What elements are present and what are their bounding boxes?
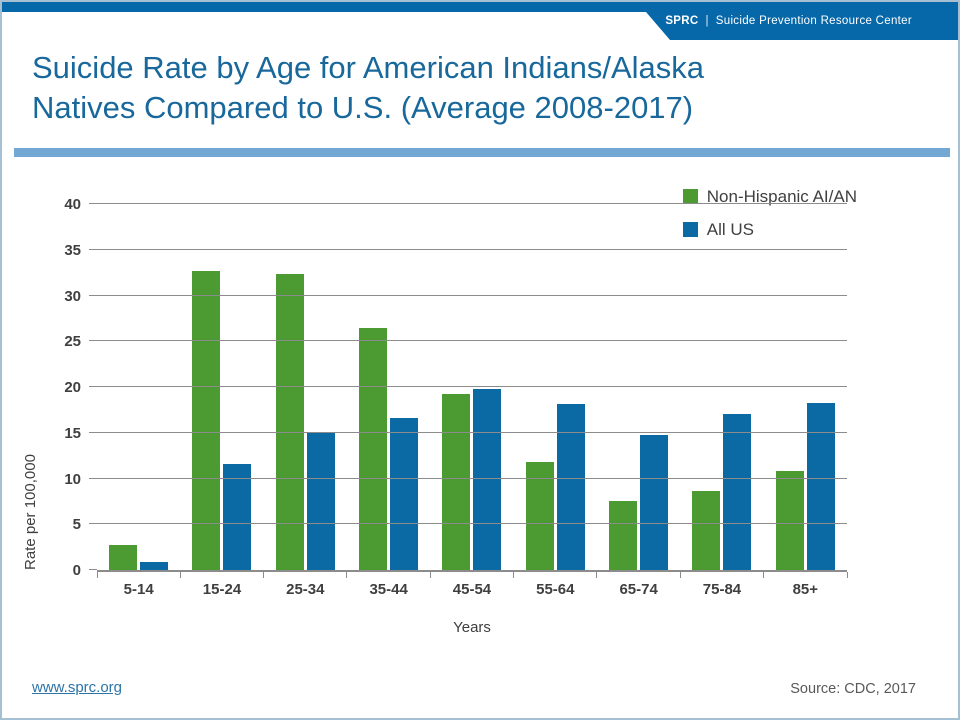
bar-aian-15-24 <box>192 270 221 570</box>
x-tick-label-15-24: 15-24 <box>202 581 242 598</box>
bar-us-35-44 <box>390 418 419 570</box>
y-tick-label-30: 30 <box>64 287 81 305</box>
y-tick-15 <box>89 431 97 433</box>
x-tick-label-65-74: 65-74 <box>619 581 658 598</box>
bar-aian-45-54 <box>442 394 471 570</box>
y-tick-40 <box>89 203 97 204</box>
x-tick-6 <box>596 572 598 578</box>
bar-us-15-24 <box>223 463 252 570</box>
legend-item-aian: Non-Hispanic AI/AN <box>682 180 857 213</box>
x-axis-tick-labels: 5-14 15-24 25-34 35-44 45-54 55-64 65-74 75-84 8… <box>97 581 847 598</box>
page-title-line1: Suicide Rate by Age for American Indians… <box>32 50 705 85</box>
x-tick-9 <box>846 572 848 578</box>
x-tick-3 <box>346 572 348 578</box>
bar-aian-25-34 <box>275 274 304 570</box>
gridline-20 <box>97 386 847 387</box>
gridline-25 <box>97 340 847 342</box>
bar-group-75-84 <box>680 413 763 570</box>
gridline-5 <box>97 523 847 525</box>
brand-name: Suicide Prevention Resource Center <box>715 15 912 27</box>
x-tick-5 <box>513 572 515 578</box>
website-link[interactable]: www.sprc.org <box>32 679 123 696</box>
bar-aian-65-74 <box>609 501 638 570</box>
bar-group-5-14 <box>97 545 180 570</box>
gridline-30 <box>97 294 847 296</box>
y-tick-label-10: 10 <box>64 470 81 488</box>
bar-us-25-34 <box>306 432 335 570</box>
y-tick-10 <box>89 477 97 479</box>
source-note: Source: CDC, 2017 <box>790 681 916 697</box>
y-tick-label-20: 20 <box>64 379 81 396</box>
x-tick-8 <box>763 572 765 578</box>
x-tick-label-55-64: 55-64 <box>536 581 575 598</box>
bar-group-55-64 <box>514 404 597 570</box>
page-title: Suicide Rate by Age for American Indians… <box>32 48 704 128</box>
gridline-40 <box>97 203 847 204</box>
bar-groups <box>97 204 847 570</box>
bar-us-85+ <box>806 402 835 570</box>
x-tick-label-5-14: 5-14 <box>123 581 154 598</box>
x-tick-2 <box>263 572 265 578</box>
legend-swatch-aian <box>682 189 698 204</box>
header-strip <box>2 2 958 12</box>
y-tick-label-40: 40 <box>64 196 81 213</box>
page-title-line2: Natives Compared to U.S. (Average 2008-2… <box>32 90 694 125</box>
y-tick-35 <box>89 248 97 250</box>
bar-us-45-54 <box>473 388 502 570</box>
bar-aian-85+ <box>775 471 804 570</box>
bar-group-35-44 <box>347 328 430 570</box>
x-tick-7 <box>679 572 681 578</box>
y-tick-25 <box>89 340 97 342</box>
legend-swatch-all-us <box>682 222 698 237</box>
x-tick-label-35-44: 35-44 <box>369 581 408 598</box>
y-tick-label-15: 15 <box>64 424 81 442</box>
legend-label: All US <box>706 219 754 239</box>
plot-area: Non-Hispanic AI/AN All US 0 5 10 15 20 25 30 35 4… <box>64 187 857 580</box>
bar-group-85+ <box>764 402 847 570</box>
header-banner: SPRC | Suicide Prevention Resource Cente… <box>646 2 958 40</box>
y-tick-20 <box>89 386 97 387</box>
x-tick-label-75-84: 75-84 <box>702 581 742 598</box>
bar-group-25-34 <box>264 274 347 570</box>
y-tick-30 <box>89 294 97 296</box>
gridline-35 <box>97 248 847 250</box>
bar-group-45-54 <box>430 388 513 570</box>
y-tick-label-5: 5 <box>72 516 81 534</box>
brand-separator: | <box>705 15 709 27</box>
bar-us-65-74 <box>640 434 669 570</box>
bar-aian-35-44 <box>359 328 388 570</box>
y-tick-0 <box>89 569 97 570</box>
y-tick-label-0: 0 <box>72 562 81 579</box>
bar-aian-75-84 <box>692 491 721 570</box>
x-axis-title: Years <box>453 619 491 636</box>
legend-label: Non-Hispanic AI/AN <box>706 186 857 206</box>
bar-aian-5-14 <box>109 545 138 570</box>
x-tick-label-25-34: 25-34 <box>286 581 325 598</box>
y-tick-label-35: 35 <box>64 241 81 259</box>
bar-us-75-84 <box>723 413 752 570</box>
x-tick-0 <box>96 572 98 578</box>
y-tick-5 <box>89 523 97 525</box>
bar-group-15-24 <box>180 270 263 570</box>
bar-us-5-14 <box>140 561 169 570</box>
bar-aian-55-64 <box>525 462 554 570</box>
y-tick-label-25: 25 <box>64 333 81 351</box>
bar-group-65-74 <box>597 434 680 570</box>
bar-us-55-64 <box>556 404 585 570</box>
x-tick-label-85+: 85+ <box>792 581 819 598</box>
brand-abbrev: SPRC <box>665 15 699 27</box>
x-tick-1 <box>179 572 181 578</box>
title-divider <box>14 148 950 157</box>
legend-item-all-us: All US <box>682 213 857 246</box>
x-tick-4 <box>429 572 431 578</box>
gridline-15 <box>97 431 847 433</box>
x-tick-label-45-54: 45-54 <box>452 581 492 598</box>
gridline-10 <box>97 477 847 479</box>
legend: Non-Hispanic AI/AN All US <box>682 180 857 246</box>
